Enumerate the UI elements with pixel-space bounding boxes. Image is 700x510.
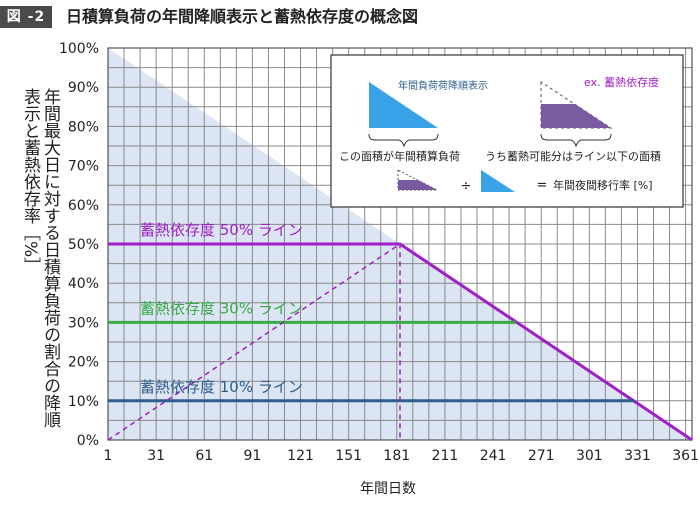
x-tick-label: 121 [287,448,314,464]
dashed-guide [107,242,401,441]
y-tick-label: 20% [68,355,99,371]
x-tick-label: 1 [104,448,113,464]
x-tick-label: 361 [672,448,699,464]
y-tick-label: 100% [59,41,99,57]
label-line30: 蓄熱依存度 30% ライン [140,299,303,317]
y-tick-label: 80% [68,119,99,135]
x-tick-label: 301 [576,448,603,464]
legend-caption-right: うち蓄熱可能分はライン以下の面積 [485,149,661,163]
title-bar: 図 -2 日積算負荷の年間降順表示と蓄熱依存度の概念図 [0,0,700,32]
legend-box [330,54,684,208]
y-tick-label: 90% [68,80,99,96]
figure-label: 図 -2 [0,6,52,28]
y-tick-label: 10% [68,394,99,410]
legend-annual-triangle [369,82,438,128]
y-tick-label: 70% [68,159,99,175]
x-tick-label: 151 [335,448,362,464]
figure-title: 日積算負荷の年間降順表示と蓄熱依存度の概念図 [66,7,419,26]
brace-left [368,133,439,148]
y-tick-label: 30% [68,315,99,331]
x-tick-label: 241 [480,448,507,464]
label-line50: 蓄熱依存度 50% ライン [140,221,303,239]
legend-ex-fill [541,104,611,128]
eq-purple [398,180,437,190]
eq-result: 年間夜間移行率 [%] [553,178,653,192]
eq-blue [481,170,515,192]
x-tick-label: 91 [243,448,261,464]
label-line10: 蓄熱依存度 10% ライン [140,378,303,396]
y-axis-title: 年間最大日に対する日積算負荷の割合の降順表示と蓄熱依存率［%］ [20,88,60,428]
x-tick-label: 181 [383,448,410,464]
x-tick-label: 211 [432,448,459,464]
eq-equals: = [537,178,548,193]
legend-caption-left: この面積が年間積算負荷 [339,149,460,163]
x-axis-title: 年間日数 [360,481,416,497]
eq-divide: ÷ [461,179,472,194]
legend-annual-label: 年間負荷荷降順表示 [398,79,488,92]
y-tick-label: 50% [68,237,99,253]
y-tick-label: 40% [68,276,99,292]
x-tick-label: 331 [624,448,651,464]
y-tick-label: 60% [68,198,99,214]
x-tick-label: 271 [528,448,555,464]
x-tick-label: 31 [147,448,165,464]
x-tick-label: 61 [195,448,213,464]
y-tick-label: 0% [77,433,99,449]
legend-ex-label: ex. 蓄熱依存度 [584,75,659,89]
brace-right [540,133,612,148]
